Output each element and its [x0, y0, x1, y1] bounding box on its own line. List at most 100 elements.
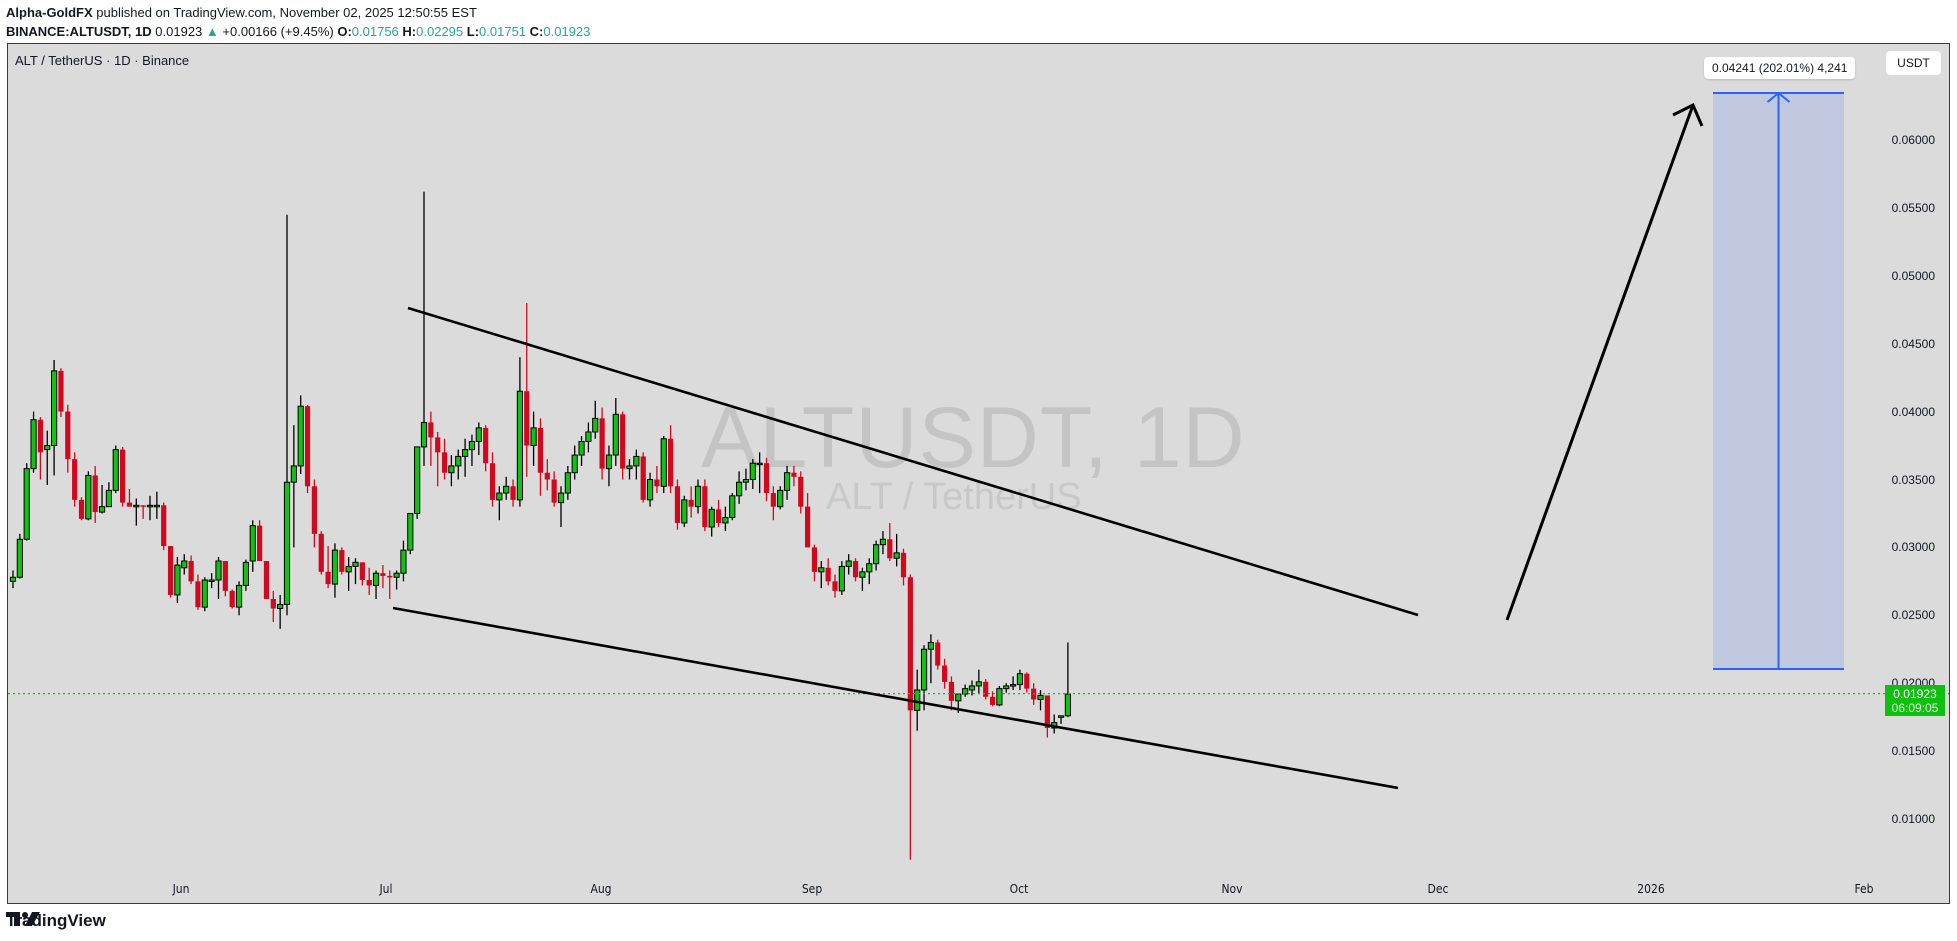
candle-up: [30, 419, 37, 470]
candle-up: [235, 584, 243, 608]
candle-up: [722, 517, 729, 524]
open-value: 0.01756: [351, 24, 399, 39]
publish-line: Alpha-GoldFX published on TradingView.co…: [6, 3, 590, 22]
candle-up: [742, 479, 750, 483]
candle-down: [825, 567, 831, 582]
time-tick: Nov: [1221, 882, 1243, 896]
candle-up: [174, 564, 181, 596]
time-tick: Jul: [379, 882, 393, 896]
candle-down: [798, 476, 804, 507]
candle-up: [85, 474, 92, 520]
candle-up: [1064, 693, 1072, 717]
candle-up: [592, 417, 599, 433]
candle-up: [626, 465, 633, 470]
candle-down: [120, 449, 126, 503]
candle-up: [475, 427, 482, 442]
open-label: O:: [337, 24, 352, 39]
candle-down: [1024, 673, 1030, 689]
price-tick: 0.05500: [1891, 200, 1935, 215]
candle-down: [188, 560, 194, 582]
candle-down: [257, 525, 263, 561]
candle-up: [612, 413, 619, 456]
candle-down: [72, 459, 78, 500]
candle-up: [468, 440, 476, 451]
candle-down: [161, 505, 167, 547]
candle-up: [564, 472, 571, 494]
candle-down: [654, 479, 660, 487]
tradingview-logo[interactable]: TradingView: [6, 911, 106, 931]
candle-down: [325, 571, 331, 585]
candle-up: [496, 492, 503, 501]
candle-up: [208, 579, 215, 582]
candle-down: [78, 499, 85, 519]
candle-up: [352, 561, 359, 567]
high-value: 0.02295: [416, 24, 464, 39]
candle-up: [646, 479, 654, 501]
time-tick: 2026: [1637, 882, 1665, 896]
chart-pane[interactable]: ALTUSDT, 1D ALT / TetherUS ALT / TetherU…: [7, 43, 1950, 904]
measure-label: 0.04241 (202.01%) 4,241: [1704, 57, 1856, 79]
symbol-title: ALT / TetherUS · 1D · Binance: [15, 53, 190, 68]
candle-up: [783, 472, 791, 491]
candle-up: [660, 438, 667, 487]
price-tick: 0.04000: [1891, 404, 1935, 419]
candle-up: [920, 648, 928, 691]
candle-down: [1044, 695, 1050, 729]
price-tick: 0.02500: [1891, 608, 1935, 623]
candle-down: [428, 422, 434, 438]
candle-up: [729, 495, 736, 519]
price-range-arrow-head-icon: [1766, 91, 1791, 103]
candle-up: [968, 685, 976, 691]
candle-down: [599, 418, 605, 469]
candle-down: [366, 579, 372, 586]
author-name[interactable]: Alpha-GoldFX: [6, 5, 93, 20]
candle-up: [859, 571, 866, 578]
candle-up: [23, 468, 30, 540]
last-price-tag-value: 0.01923: [1893, 687, 1937, 701]
candle-up: [1037, 694, 1044, 700]
candle-down: [770, 493, 776, 507]
ohlc-line: BINANCE:ALTUSDT, 1D 0.01923 ▲ +0.00166 (…: [6, 22, 590, 41]
candle-up: [51, 370, 58, 447]
time-tick: Aug: [590, 882, 612, 896]
candle-up: [249, 525, 256, 562]
candle-up: [400, 549, 407, 574]
candle-up: [277, 603, 284, 610]
candle-up: [873, 544, 880, 565]
price-tick: 0.03500: [1891, 472, 1935, 487]
candle-down: [942, 665, 948, 682]
candle-down: [674, 486, 681, 523]
candle-up: [181, 560, 188, 569]
candle-down: [900, 552, 907, 578]
candle-up: [1057, 715, 1065, 718]
price-tick: 0.05000: [1891, 268, 1935, 283]
candle-down: [805, 506, 811, 548]
candle-down: [489, 463, 496, 500]
candle-up: [962, 688, 969, 695]
low-value: 0.01751: [479, 24, 527, 39]
candle-up: [242, 561, 250, 586]
time-tick: Feb: [1854, 882, 1874, 896]
candle-up: [345, 565, 352, 573]
candle-down: [668, 438, 674, 487]
candle-down: [620, 414, 626, 469]
candle-up: [1010, 684, 1017, 687]
candle-up: [879, 538, 887, 546]
last-price: 0.01923: [155, 24, 203, 39]
candle-down: [359, 562, 365, 580]
candle-down: [510, 486, 516, 500]
candle-up: [633, 455, 640, 467]
candle-down: [537, 427, 544, 473]
price-tick: 0.03000: [1891, 540, 1935, 555]
candle-down: [229, 590, 235, 608]
currency-button[interactable]: USDT: [1886, 51, 1941, 75]
lower-trendline: [392, 606, 1399, 790]
change-value: +0.00166 (+9.45%): [222, 24, 334, 39]
time-tick: Dec: [1427, 882, 1449, 896]
candlestick-plot[interactable]: [8, 44, 1950, 904]
candle-down: [387, 575, 393, 578]
candle-up: [105, 489, 113, 508]
candle-down: [791, 472, 797, 477]
candle-up: [777, 489, 784, 508]
candle-up: [927, 641, 934, 650]
